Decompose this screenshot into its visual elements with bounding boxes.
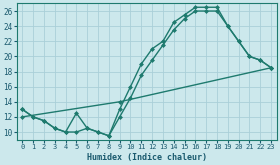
X-axis label: Humidex (Indice chaleur): Humidex (Indice chaleur) (87, 152, 207, 162)
